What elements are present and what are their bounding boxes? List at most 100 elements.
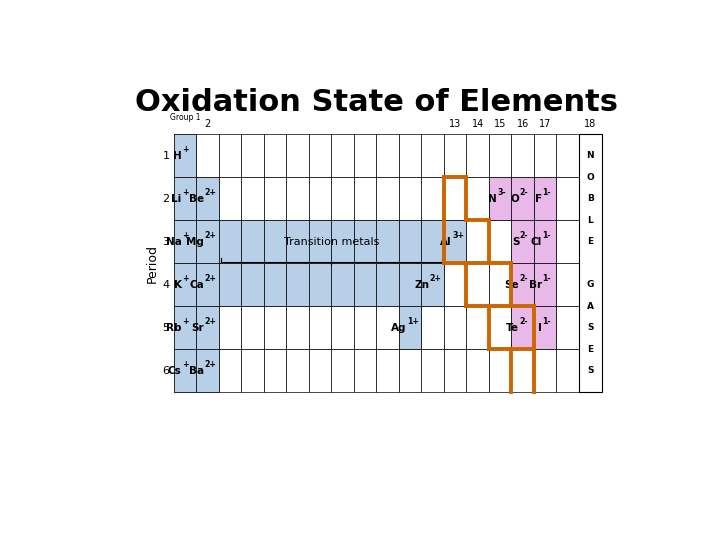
Bar: [241, 263, 264, 306]
Bar: [489, 306, 511, 349]
Bar: [557, 177, 579, 220]
Bar: [197, 220, 219, 263]
Text: 2+: 2+: [204, 231, 217, 240]
Bar: [421, 263, 444, 306]
Text: F: F: [535, 193, 542, 204]
Text: I: I: [538, 322, 542, 333]
Bar: [331, 263, 354, 306]
Text: S: S: [587, 323, 593, 332]
Text: Ba: Ba: [189, 366, 204, 375]
Bar: [377, 263, 399, 306]
Bar: [534, 220, 557, 263]
Bar: [467, 306, 489, 349]
Bar: [421, 263, 444, 306]
Bar: [309, 134, 331, 177]
Bar: [264, 349, 287, 392]
Bar: [197, 263, 219, 306]
Bar: [399, 177, 421, 220]
Bar: [354, 349, 377, 392]
Bar: [377, 349, 399, 392]
Text: 1-: 1-: [542, 274, 551, 282]
Bar: [197, 263, 219, 306]
Bar: [241, 306, 264, 349]
Bar: [241, 177, 264, 220]
Bar: [331, 306, 354, 349]
Text: B: B: [587, 194, 594, 203]
Text: 2+: 2+: [430, 274, 441, 282]
Text: N: N: [586, 151, 594, 160]
Bar: [287, 220, 309, 263]
Text: 3: 3: [163, 237, 169, 247]
Text: 14: 14: [472, 119, 484, 130]
Bar: [241, 134, 264, 177]
Bar: [331, 220, 354, 263]
Text: S: S: [512, 237, 519, 247]
Bar: [219, 220, 241, 263]
Bar: [534, 263, 557, 306]
Text: +: +: [182, 316, 189, 326]
Bar: [264, 263, 287, 306]
Bar: [219, 306, 241, 349]
Text: Period: Period: [145, 244, 158, 282]
Bar: [309, 349, 331, 392]
Bar: [444, 263, 467, 306]
Bar: [444, 220, 467, 263]
Text: 2+: 2+: [204, 316, 217, 326]
Bar: [444, 177, 467, 220]
Bar: [174, 263, 197, 306]
Bar: [444, 349, 467, 392]
Bar: [377, 177, 399, 220]
Bar: [421, 263, 444, 306]
Bar: [399, 306, 421, 349]
Bar: [264, 306, 287, 349]
Bar: [309, 263, 331, 306]
Bar: [534, 306, 557, 349]
Bar: [579, 134, 601, 392]
Text: 2: 2: [163, 193, 169, 204]
Text: 4: 4: [163, 280, 169, 289]
Bar: [399, 220, 421, 263]
Bar: [309, 220, 331, 263]
Bar: [377, 134, 399, 177]
Text: 15: 15: [494, 119, 506, 130]
Bar: [264, 220, 287, 263]
Text: 18: 18: [584, 119, 596, 130]
Text: L: L: [588, 215, 593, 225]
Bar: [511, 306, 534, 349]
Text: +: +: [182, 145, 189, 154]
Bar: [467, 177, 489, 220]
Bar: [377, 220, 399, 263]
Bar: [354, 263, 377, 306]
Bar: [511, 349, 534, 392]
Bar: [399, 134, 421, 177]
Bar: [197, 177, 219, 220]
Bar: [331, 349, 354, 392]
Bar: [174, 349, 197, 392]
Bar: [511, 134, 534, 177]
Text: 2-: 2-: [520, 316, 528, 326]
Text: 13: 13: [449, 119, 462, 130]
Text: Zn: Zn: [414, 280, 429, 289]
Bar: [197, 306, 219, 349]
Text: Cs: Cs: [168, 366, 181, 375]
Bar: [287, 177, 309, 220]
Text: 2-: 2-: [520, 187, 528, 197]
Bar: [219, 349, 241, 392]
Text: Oxidation State of Elements: Oxidation State of Elements: [135, 88, 618, 117]
Bar: [241, 349, 264, 392]
Bar: [354, 220, 377, 263]
Bar: [174, 306, 197, 349]
Bar: [287, 220, 309, 263]
Text: 17: 17: [539, 119, 552, 130]
Text: E: E: [588, 345, 593, 354]
Bar: [219, 220, 241, 263]
Bar: [467, 263, 489, 306]
Text: Transition metals: Transition metals: [284, 237, 379, 247]
Bar: [489, 263, 511, 306]
Bar: [241, 263, 264, 306]
Text: 2+: 2+: [204, 274, 217, 282]
Text: 1-: 1-: [542, 231, 551, 240]
Bar: [534, 220, 557, 263]
Bar: [511, 263, 534, 306]
Bar: [174, 134, 197, 177]
